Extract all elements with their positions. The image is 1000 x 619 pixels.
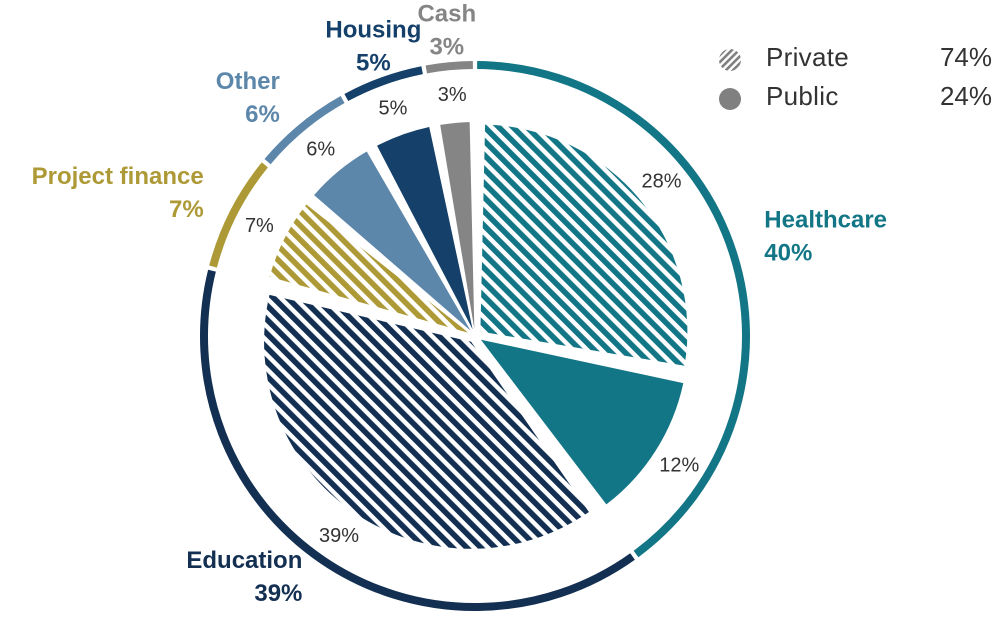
ring-arc-project-finance: [209, 162, 268, 268]
solid-circle-icon: [718, 87, 742, 111]
slice-label-healthcare-private: 28%: [641, 171, 681, 193]
legend-label-public: Public: [766, 81, 839, 111]
slice-label-housing-public: 5%: [379, 97, 408, 119]
legend-item-public: Public 24%: [718, 81, 1000, 120]
hatched-circle-icon: [718, 48, 742, 72]
category-label-other: Other 6%: [216, 68, 280, 128]
slice-healthcare-public: [480, 339, 684, 505]
legend-value-public: 24%: [939, 81, 992, 111]
slice-other-public: [314, 151, 471, 331]
category-label-education: Education 39%: [186, 547, 302, 607]
slice-healthcare-private: [480, 124, 688, 366]
category-label-project-finance: Project finance 7%: [32, 163, 204, 223]
slice-labels: 28% 12% 39% 7% 6% 5% 3%: [245, 84, 700, 547]
ring-arc-cash: [425, 61, 473, 74]
pie-slices: [264, 122, 688, 549]
legend-item-private: Private 74%: [718, 42, 1000, 81]
legend-value-private: 74%: [939, 42, 992, 72]
slice-label-other-public: 6%: [306, 139, 335, 161]
category-labels: Healthcare 40% Education 39% Project finance…: [32, 0, 887, 607]
slice-label-project-finance-private: 7%: [245, 215, 274, 237]
slice-education-private: [264, 294, 589, 549]
category-ring: [200, 61, 750, 611]
slice-label-cash-public: 3%: [438, 84, 467, 106]
ring-arc-other: [264, 96, 345, 165]
legend: Private 74% Public 24%: [718, 42, 1000, 120]
slice-housing-public: [377, 127, 473, 330]
slice-label-healthcare-public: 12%: [659, 455, 699, 477]
slice-cash-public: [440, 122, 475, 330]
slice-project-finance-private: [269, 204, 469, 333]
ring-arc-healthcare: [477, 61, 750, 558]
legend-label-private: Private: [766, 42, 850, 72]
category-label-healthcare: Healthcare 40%: [764, 206, 887, 266]
category-label-housing: Housing 5%: [325, 17, 421, 77]
slice-label-education-private: 39%: [319, 525, 359, 547]
category-label-cash: Cash 3%: [417, 0, 476, 60]
ring-arc-housing: [344, 66, 423, 102]
ring-arc-education: [200, 269, 635, 611]
